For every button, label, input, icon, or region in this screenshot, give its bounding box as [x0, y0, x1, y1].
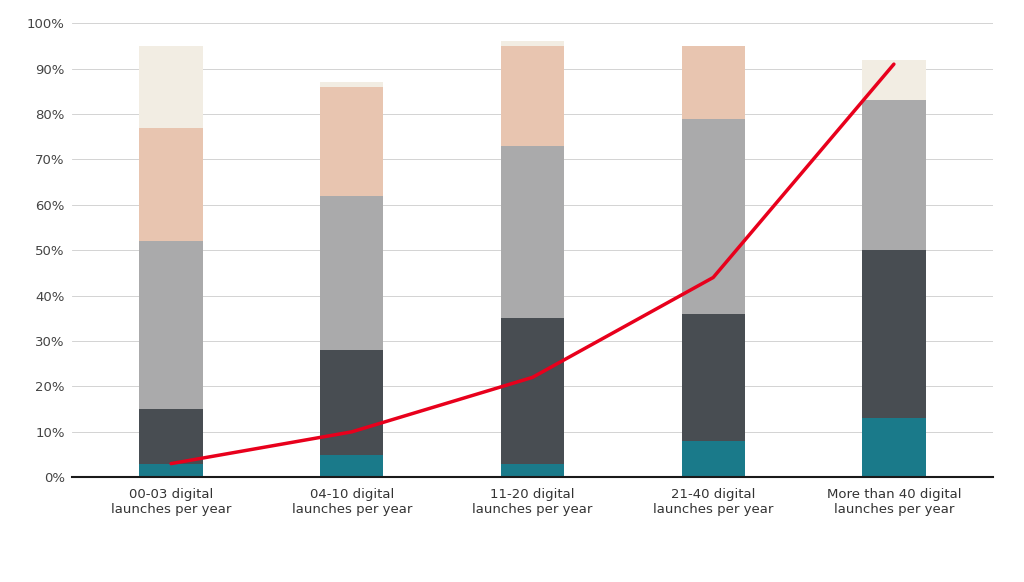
Bar — [501, 41, 564, 46]
Bar — [862, 250, 926, 418]
Bar — [321, 87, 383, 196]
Bar — [139, 127, 203, 241]
Bar — [501, 146, 564, 318]
Bar — [682, 314, 744, 441]
Bar — [682, 46, 744, 119]
Bar — [501, 46, 564, 146]
Bar — [139, 241, 203, 409]
Bar — [501, 318, 564, 464]
Bar — [501, 464, 564, 477]
Bar — [321, 455, 383, 477]
Bar — [321, 196, 383, 350]
Bar — [682, 119, 744, 314]
Bar — [321, 350, 383, 455]
Bar — [139, 46, 203, 127]
Bar — [139, 464, 203, 477]
Bar — [862, 59, 926, 101]
Bar — [862, 101, 926, 250]
Bar — [321, 82, 383, 87]
Bar — [682, 441, 744, 477]
Bar — [139, 409, 203, 464]
Bar — [862, 418, 926, 477]
